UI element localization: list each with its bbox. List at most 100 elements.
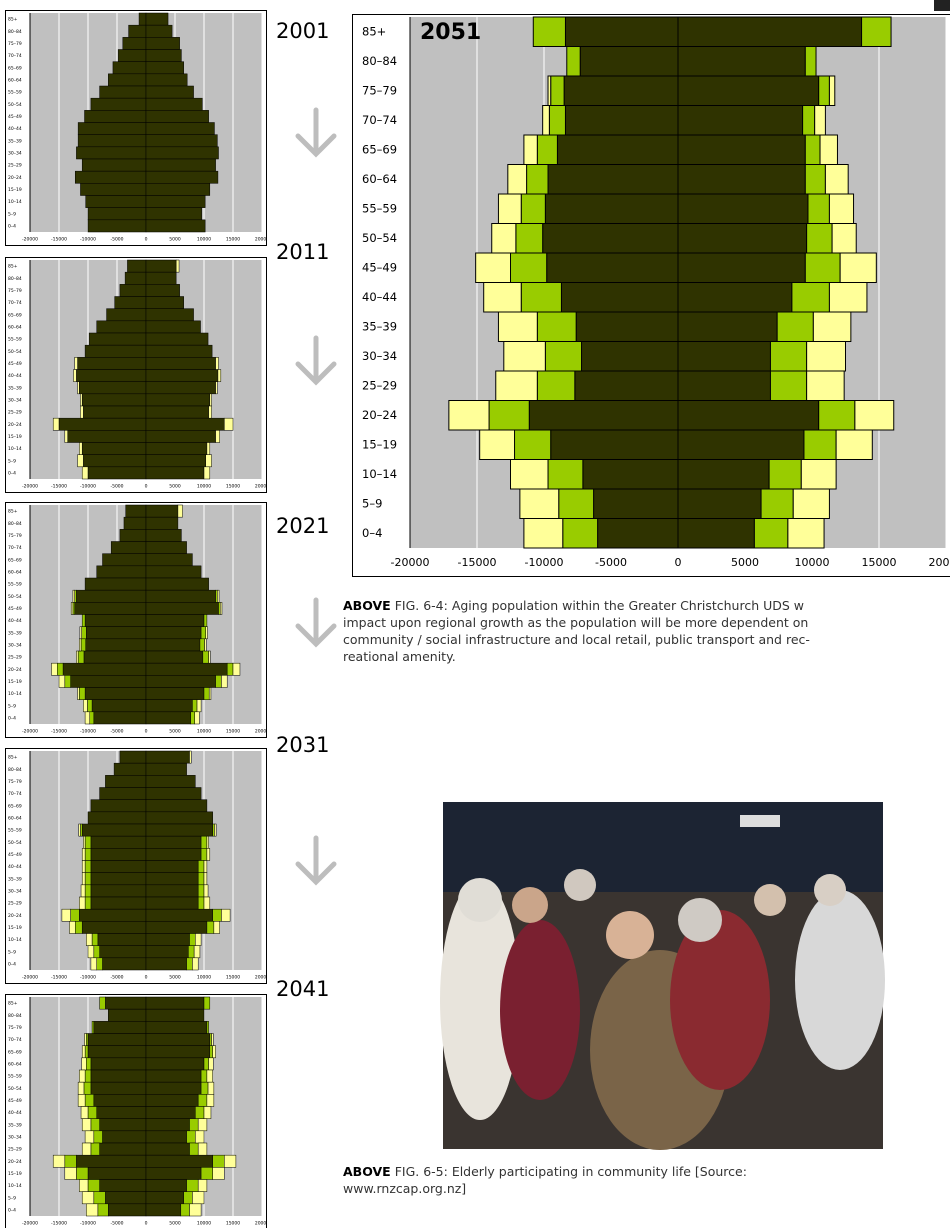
bar-segment xyxy=(449,401,489,431)
x-tick-label: -20000 xyxy=(22,1221,38,1227)
bar-segment xyxy=(769,460,801,490)
caption-text: www.rnzcap.org.nz] xyxy=(343,1181,466,1196)
bar-segment xyxy=(94,1021,146,1033)
bar-segment xyxy=(83,836,85,848)
photo-person xyxy=(500,920,580,1100)
bar-segment xyxy=(195,1131,204,1143)
bar-segment xyxy=(82,394,146,406)
age-label: 15–19 xyxy=(8,1171,22,1177)
age-label: 55–59 xyxy=(8,828,22,834)
bar-segment xyxy=(118,50,146,62)
caption: ABOVE FIG. 6-4: Aging population within … xyxy=(343,597,950,665)
age-label: 55–59 xyxy=(8,90,22,96)
bar-segment xyxy=(480,430,515,460)
bar-segment xyxy=(146,663,227,675)
bar-segment xyxy=(548,165,678,195)
x-tick-label: -20000 xyxy=(22,237,38,243)
bar-segment xyxy=(207,1021,209,1033)
bar-segment xyxy=(146,873,198,885)
bar-segment xyxy=(139,13,146,25)
bar-segment xyxy=(82,873,85,885)
bar-segment xyxy=(75,171,146,183)
photo-head xyxy=(606,911,654,959)
age-label: 30–34 xyxy=(8,1134,22,1140)
x-tick-label: -10000 xyxy=(80,975,96,981)
bar-segment xyxy=(204,615,207,627)
bar-segment xyxy=(127,260,146,272)
bar-segment xyxy=(198,1143,207,1155)
age-label: 65–69 xyxy=(8,1049,22,1055)
bar-segment xyxy=(146,997,204,1009)
bar-segment xyxy=(81,639,86,651)
bar-segment xyxy=(807,224,832,254)
bar-segment xyxy=(496,371,538,401)
bar-segment xyxy=(126,505,146,517)
age-label: 0–4 xyxy=(8,223,16,229)
bar-segment xyxy=(76,1155,146,1167)
bar-segment xyxy=(98,1204,108,1216)
bar-segment xyxy=(91,873,146,885)
bar-segment xyxy=(184,1192,193,1204)
photo-head xyxy=(458,878,502,922)
bar-segment xyxy=(85,861,91,873)
bar-segment xyxy=(53,1155,65,1167)
bar-segment xyxy=(594,489,678,519)
bar-segment xyxy=(80,627,82,639)
bar-segment xyxy=(88,1167,146,1179)
age-label: 50–54 xyxy=(362,231,397,245)
x-tick-label: 5000 xyxy=(731,556,759,569)
bar-segment xyxy=(813,312,851,342)
bar-segment xyxy=(204,897,210,909)
bar-segment xyxy=(210,394,212,406)
bar-segment xyxy=(100,1119,146,1131)
age-label: 75–79 xyxy=(8,288,22,294)
x-tick-label: -5000 xyxy=(110,484,123,490)
age-label: 50–54 xyxy=(8,594,22,600)
bar-segment xyxy=(85,885,91,897)
bar-segment xyxy=(146,467,204,479)
bar-segment xyxy=(192,700,197,712)
age-label: 45–49 xyxy=(8,852,22,858)
bar-segment xyxy=(75,602,146,614)
bar-segment xyxy=(561,283,678,313)
bar-segment xyxy=(146,62,184,74)
bar-segment xyxy=(204,861,207,873)
bar-segment xyxy=(82,467,88,479)
age-label: 30–34 xyxy=(8,397,22,403)
bar-segment xyxy=(207,443,210,455)
bar-segment xyxy=(125,272,146,284)
bar-segment xyxy=(146,688,204,700)
bar-segment xyxy=(146,1119,190,1131)
age-label: 35–39 xyxy=(8,876,22,882)
x-tick-label: -15000 xyxy=(51,729,67,735)
bar-segment xyxy=(146,812,213,824)
bar-segment xyxy=(216,382,218,394)
bar-segment xyxy=(187,1131,196,1143)
bar-segment xyxy=(86,1058,91,1070)
age-label: 10–14 xyxy=(8,691,22,697)
bar-segment xyxy=(85,688,146,700)
bar-segment xyxy=(82,1046,85,1058)
x-tick-label: -10000 xyxy=(525,556,564,569)
bar-segment xyxy=(218,370,221,382)
bar-segment xyxy=(146,824,213,836)
x-tick-label: -5000 xyxy=(110,975,123,981)
bar-segment xyxy=(65,430,68,442)
bar-segment xyxy=(146,1009,204,1021)
bar-segment xyxy=(476,253,511,283)
age-label: 35–39 xyxy=(8,630,22,636)
bar-segment xyxy=(88,467,146,479)
age-label: 15–19 xyxy=(8,925,22,931)
bar-segment xyxy=(78,1094,85,1106)
bar-segment xyxy=(195,934,201,946)
bar-segment xyxy=(146,627,201,639)
bar-segment xyxy=(146,13,168,25)
bar-segment xyxy=(85,110,146,122)
age-label: 75–79 xyxy=(8,41,22,47)
age-label: 5–9 xyxy=(8,1195,16,1201)
x-tick-label: 0 xyxy=(675,556,682,569)
age-label: 15–19 xyxy=(8,679,22,685)
bar-segment xyxy=(129,25,146,37)
bar-segment xyxy=(82,443,146,455)
bar-segment xyxy=(146,382,216,394)
